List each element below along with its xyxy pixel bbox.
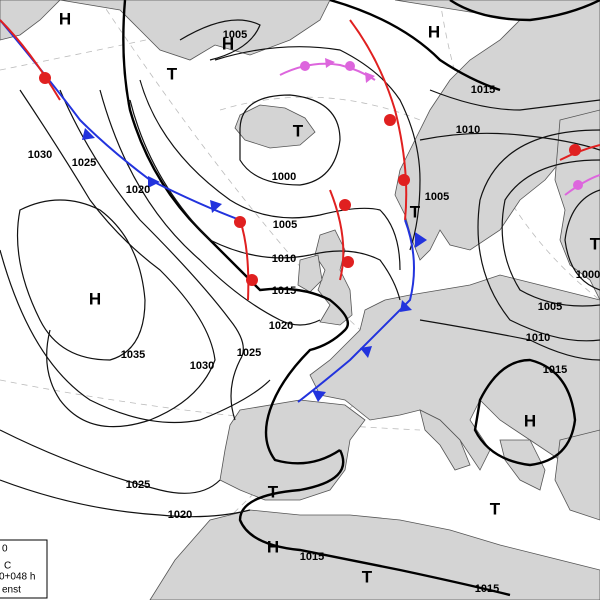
isobar-label: 1010 [272,253,296,265]
isobar-label: 1020 [126,184,150,196]
isobar-label: 1015 [272,285,296,297]
pressure-center: T [490,499,501,518]
isobar-label: 1035 [121,349,145,361]
isobar-label: 1015 [475,583,499,595]
pressure-center: H [89,289,101,308]
isobar-label: 1005 [538,301,562,313]
pressure-center: T [268,482,279,501]
isobar-label: 1025 [72,157,96,169]
legend-text: C [4,561,11,572]
isobar-label: 1020 [269,320,293,332]
isobar-label: 1010 [456,124,480,136]
isobar-label: 1025 [237,347,261,359]
isobar-label: 1020 [168,509,192,521]
pressure-center: H [59,9,71,28]
legend-text: enst [2,585,21,596]
pressure-center: H [524,411,536,430]
pressure-center: T [293,121,304,140]
pressure-center: T [590,234,600,253]
isobar-label: 1005 [425,191,449,203]
legend-box [0,539,48,599]
isobar-label: 1005 [273,219,297,231]
pressure-center: H [267,537,279,556]
pressure-center: H [222,34,234,53]
isobar-label: 1025 [126,479,150,491]
isobar-label: 1015 [543,364,567,376]
pressure-center: T [167,64,178,83]
isobar-label: 1030 [28,149,52,161]
isobar-label: 1015 [471,84,495,96]
isobar-label: 1005 [223,29,247,41]
isobar-label: 1030 [190,360,214,372]
fronts [0,19,600,403]
legend-text: 0 [2,544,8,555]
isobar-label: 1000 [272,171,296,183]
isobar-label: 1000 [576,269,600,281]
pressure-center: T [410,202,421,221]
isobar-label: 1015 [300,551,324,563]
pressure-center: H [428,22,440,41]
legend-text: 0+048 h [0,572,35,583]
isobar-label: 1010 [526,332,550,344]
pressure-center: T [362,567,373,586]
